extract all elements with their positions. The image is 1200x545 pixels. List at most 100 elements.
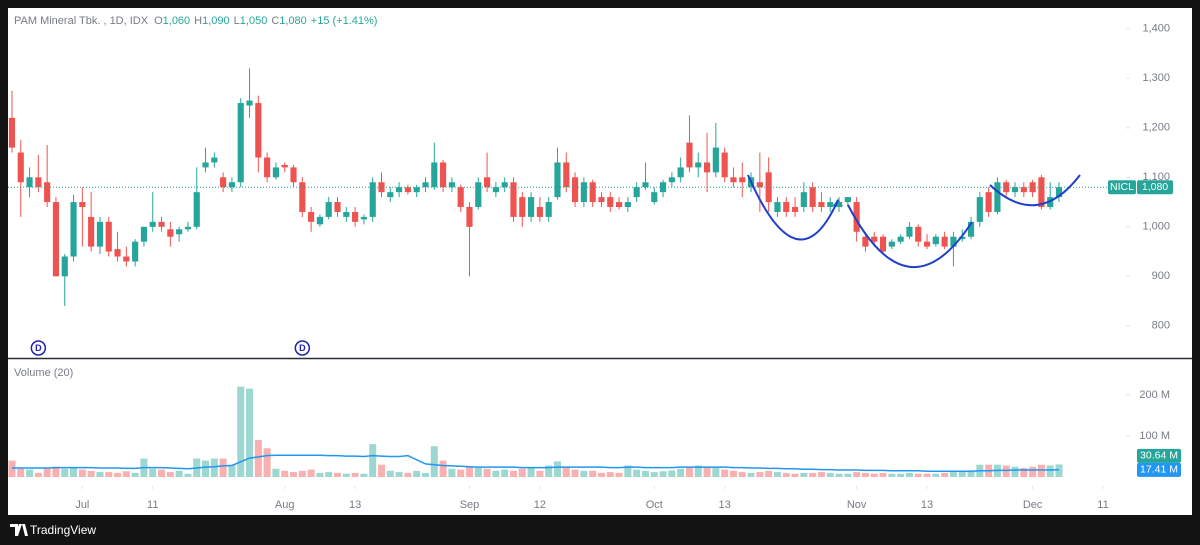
candle-body [79, 202, 86, 208]
legend-text: O [154, 15, 163, 27]
volume-bar [237, 386, 245, 477]
volume-bar [474, 467, 482, 477]
candle-body [431, 162, 438, 188]
candle-body [677, 167, 684, 178]
candle-body [167, 229, 174, 237]
price-tag-text: 1,080 [1142, 181, 1168, 193]
volume-bar [765, 470, 773, 477]
volume-bar [853, 472, 861, 477]
candle-body [739, 177, 746, 183]
candle-body [528, 197, 535, 217]
volume-bar [281, 470, 289, 477]
candle-body [712, 147, 719, 173]
candle-body [1011, 187, 1019, 193]
candle-body [316, 216, 323, 225]
candle-body [563, 162, 570, 188]
x-tick-label: 13 [349, 499, 361, 511]
candle-body [475, 182, 482, 208]
candle-body [633, 187, 640, 198]
candle-body [246, 100, 253, 106]
candle-body [123, 256, 130, 262]
volume-bar [826, 472, 834, 477]
brand-logo [10, 524, 28, 536]
volume-bar [158, 469, 166, 477]
x-tick-label: Dec [1023, 499, 1043, 511]
candle-body [686, 142, 693, 168]
event-label: D [299, 343, 306, 353]
candle-body [853, 202, 860, 232]
candle-body [800, 192, 807, 208]
volume-bar [219, 458, 227, 477]
volume-bar [1029, 466, 1037, 477]
volume-bar [78, 469, 86, 477]
candle-body [492, 187, 499, 193]
candle-body [545, 202, 552, 217]
candle-body [774, 202, 781, 212]
ma-tag-text: 17.41 M [1140, 464, 1178, 476]
volume-bar [949, 472, 957, 477]
volume-bar [342, 473, 350, 477]
candle-body [8, 117, 16, 148]
volume-bar [52, 466, 60, 477]
volume-bar [289, 472, 298, 477]
volume-bar [439, 460, 447, 477]
x-tick-label: Sep [460, 499, 480, 511]
legend-header: PAM Mineral Tbk. , 1D, IDX O1,060 H1,090 L1… [14, 15, 377, 27]
volume-bar [70, 467, 78, 477]
brand-name[interactable]: TradingView [30, 523, 96, 537]
volume-bar [87, 470, 95, 477]
candle-body [818, 202, 825, 208]
volume-bar [492, 470, 500, 477]
candle-body [897, 236, 904, 242]
candle-body [730, 177, 737, 183]
volume-bar [958, 470, 966, 477]
y-tick-label: 800 [1152, 320, 1170, 332]
candle-body [149, 221, 156, 227]
volume-bar [263, 448, 271, 477]
candle-body [580, 182, 587, 203]
volume-bar [967, 470, 975, 477]
candle-body [255, 103, 262, 158]
candle-body [501, 182, 508, 188]
candle-body [158, 221, 165, 227]
y-tick-label: 1,000 [1142, 221, 1170, 233]
volume-bar [386, 470, 394, 477]
volume-bar [377, 464, 386, 477]
legend-text: 1,050 [240, 15, 268, 27]
volume-bar [149, 468, 157, 477]
candle-body [615, 202, 623, 208]
volume-bar [254, 440, 262, 477]
cup-curve [747, 174, 839, 241]
volume-bar [773, 472, 781, 477]
candle-body [791, 207, 799, 212]
volume-bar [316, 472, 324, 477]
volume-bar [747, 472, 755, 477]
candle-body [228, 182, 236, 188]
candle-body [659, 182, 667, 193]
volume-bar [369, 444, 377, 477]
volume-bar [703, 466, 711, 477]
volume-bar [272, 468, 280, 477]
volume-bar [659, 471, 667, 477]
volume-tag [1137, 448, 1181, 463]
volume-bar [685, 466, 693, 477]
candle-body [941, 236, 948, 247]
volume-bar [861, 472, 869, 477]
candle-body [343, 211, 350, 217]
chart-background [8, 8, 1192, 515]
candle-body [721, 152, 728, 178]
volume-bar [325, 472, 333, 477]
y-tick-label: 100 M [1139, 430, 1170, 442]
candle-body [906, 226, 913, 237]
candle-body [52, 202, 60, 277]
volume-bar [650, 472, 658, 477]
candle-body [70, 202, 77, 257]
candle-body [176, 229, 183, 235]
candle-body [783, 202, 790, 212]
candle-body [44, 182, 51, 203]
volume-bar [184, 473, 192, 477]
volume-bar [817, 472, 825, 477]
volume-bar [1037, 464, 1045, 477]
volume-bar [1002, 465, 1010, 477]
volume-bar [553, 461, 562, 477]
